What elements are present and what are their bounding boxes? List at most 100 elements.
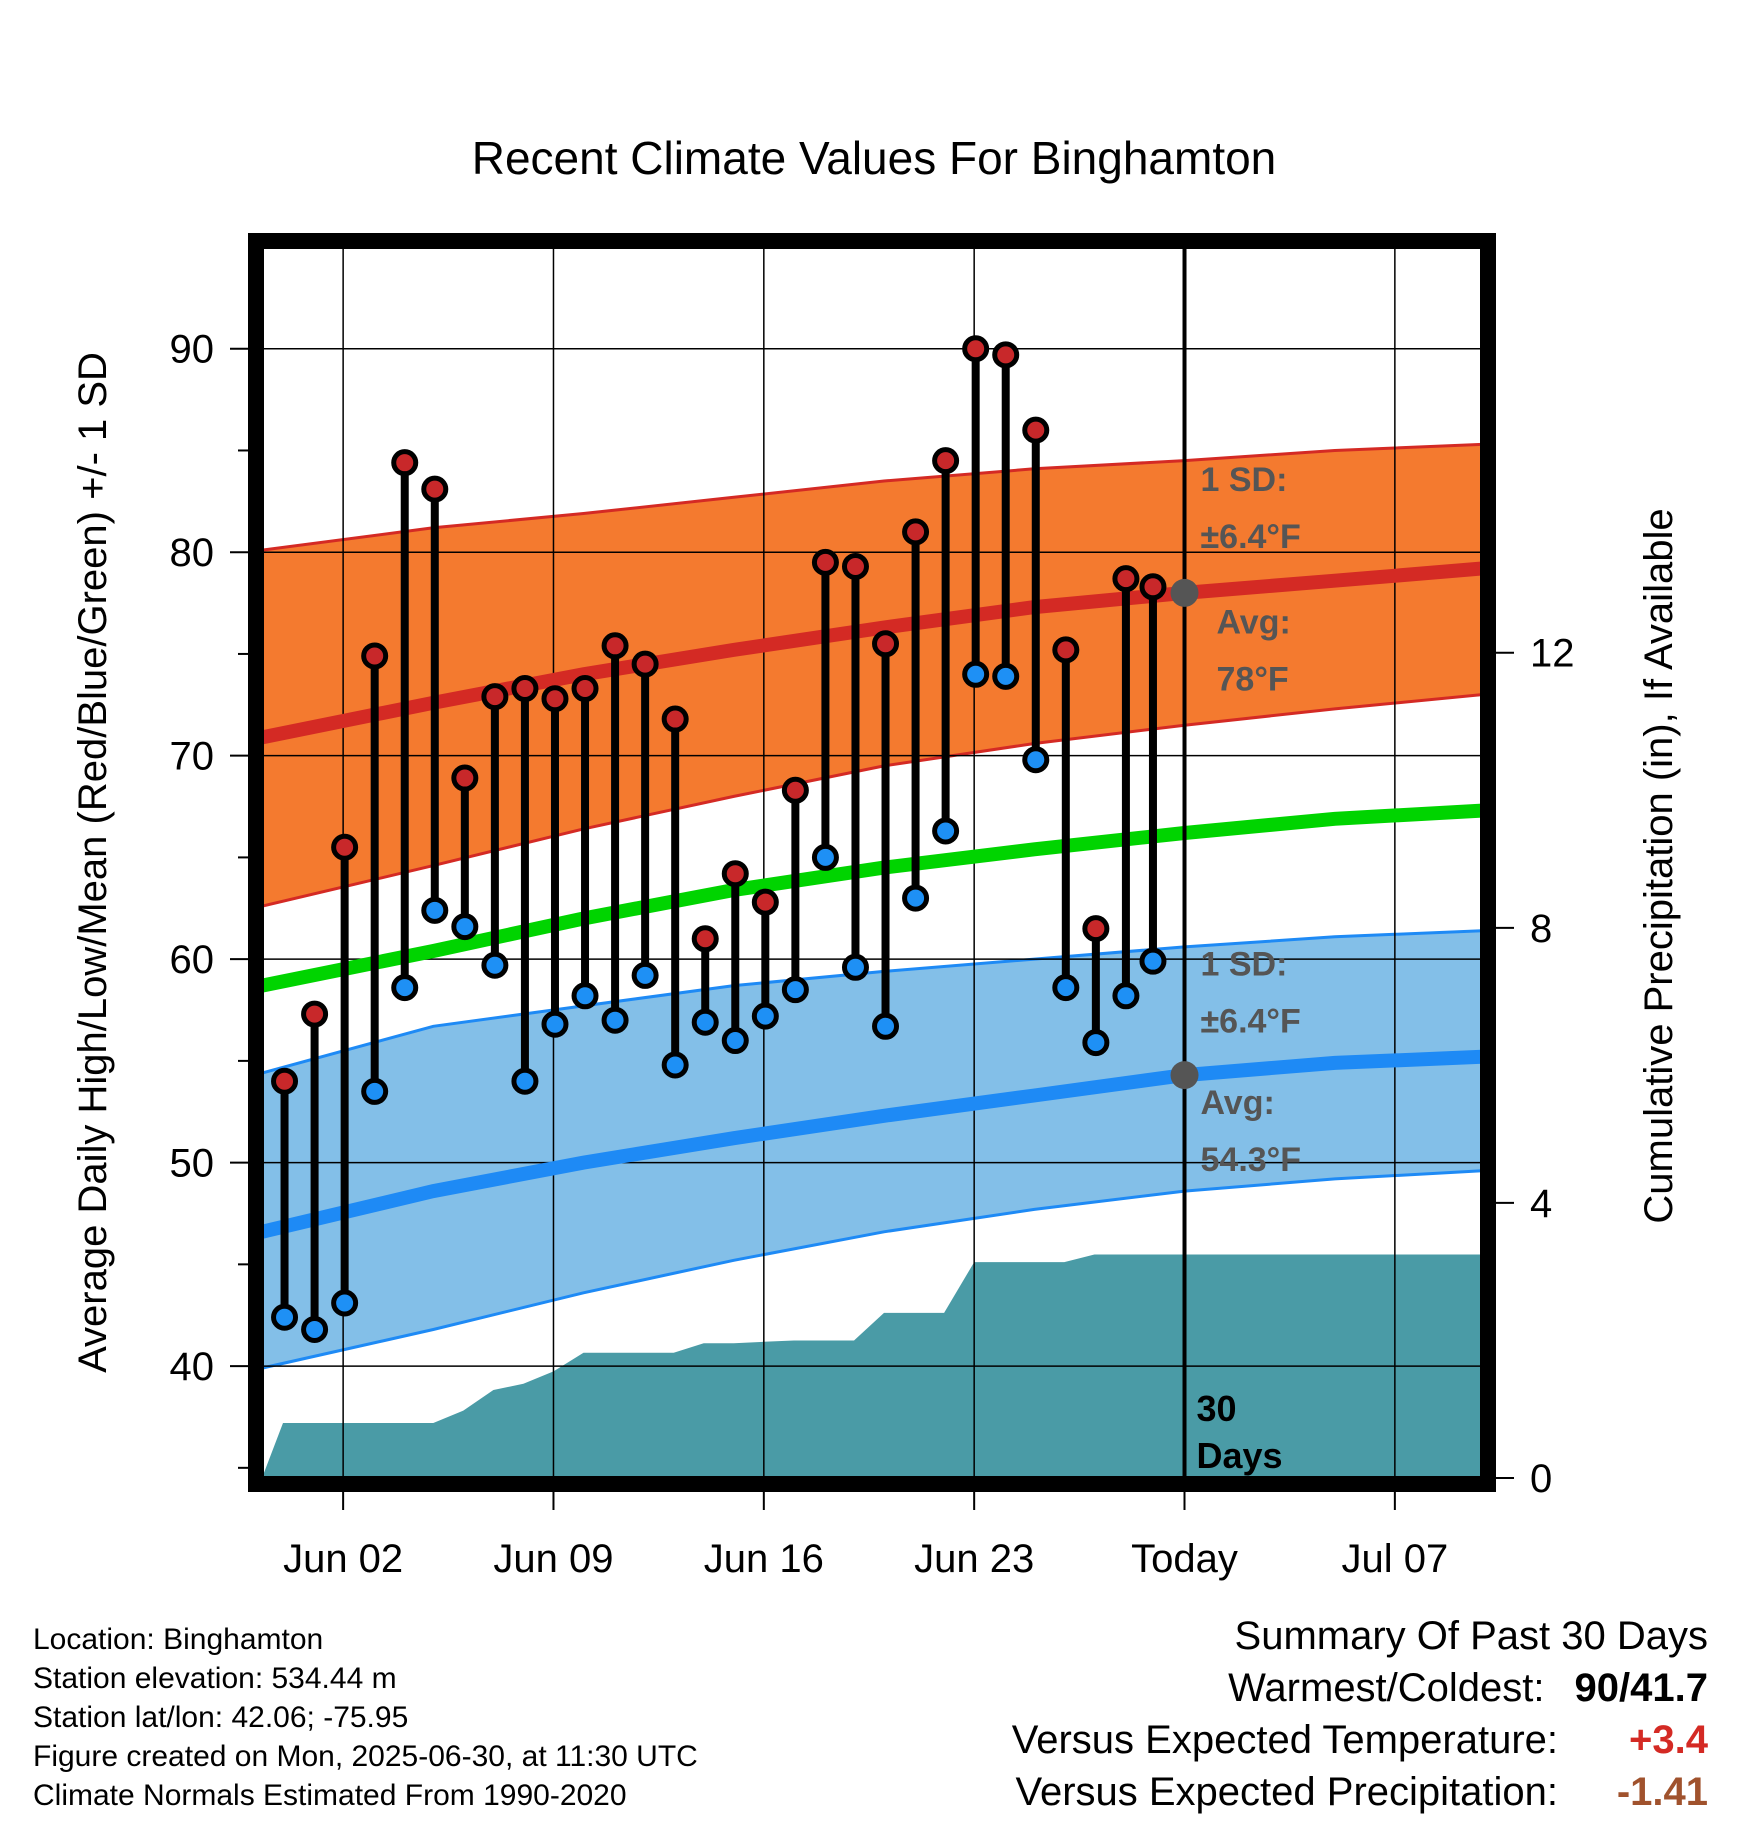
- chart-title: Recent Climate Values For Binghamton: [472, 132, 1277, 184]
- daily-low-dot: [331, 1289, 359, 1317]
- low-avg-value: 54.3°F: [1201, 1141, 1302, 1179]
- daily-low-dot: [902, 884, 930, 912]
- daily-low-dot: [541, 1010, 569, 1038]
- daily-high-dot: [872, 630, 900, 658]
- daily-high-dot: [721, 860, 749, 888]
- info-latlon: Station lat/lon: 42.06; -75.95: [33, 1701, 409, 1734]
- daily-high-dot: [481, 683, 509, 711]
- daily-high-dot: [1139, 573, 1167, 601]
- y-tick-label-right: 8: [1530, 907, 1552, 951]
- low-sd-value: ±6.4°F: [1201, 1002, 1301, 1040]
- summary-precip-row: Versus Expected Precipitation: -1.41: [1012, 1766, 1708, 1818]
- x-tick-label: Jun 23: [914, 1537, 1034, 1581]
- high-sd-value: ±6.4°F: [1201, 518, 1301, 556]
- daily-low-dot: [1022, 746, 1050, 774]
- x-tick-label: Today: [1131, 1537, 1238, 1581]
- daily-low-dot: [1082, 1029, 1110, 1057]
- daily-low-dot: [1139, 947, 1167, 975]
- summary-warmest-row: Warmest/Coldest: 90/41.7: [1012, 1662, 1708, 1714]
- low-avg-title: Avg:: [1201, 1084, 1275, 1122]
- daily-low-dot: [811, 843, 839, 871]
- summary-temp-label: Versus Expected Temperature:: [1011, 1718, 1558, 1762]
- daily-high-dot: [1112, 565, 1140, 593]
- daily-high-dot: [511, 675, 539, 703]
- y-tick-label-left: 80: [170, 531, 215, 575]
- days-word-label: Days: [1197, 1435, 1283, 1476]
- daily-low-dot: [1112, 982, 1140, 1010]
- daily-low-dot: [631, 961, 659, 989]
- daily-low-dot: [601, 1006, 629, 1034]
- daily-low-dot: [721, 1027, 749, 1055]
- daily-low-dot: [992, 662, 1020, 690]
- y-tick-label-right: 12: [1530, 632, 1575, 676]
- high-sd-title: 1 SD:: [1201, 461, 1288, 499]
- high-avg-title: Avg:: [1217, 604, 1291, 642]
- daily-high-dot: [451, 764, 479, 792]
- y-axis-label-left: Average Daily High/Low/Mean (Red/Blue/Gr…: [71, 352, 115, 1373]
- daily-low-dot: [932, 817, 960, 845]
- low-sd-title: 1 SD:: [1201, 945, 1288, 983]
- x-tick-label: Jul 07: [1341, 1537, 1448, 1581]
- daily-low-dot: [271, 1303, 299, 1331]
- summary-panel: Summary Of Past 30 Days Warmest/Coldest:…: [1012, 1610, 1708, 1818]
- daily-low-dot: [421, 896, 449, 924]
- y-tick-label-left: 70: [170, 735, 215, 779]
- y-tick-label-left: 50: [170, 1142, 215, 1186]
- daily-low-dot: [301, 1315, 329, 1343]
- daily-high-dot: [932, 447, 960, 475]
- info-elevation: Station elevation: 534.44 m: [33, 1662, 397, 1695]
- summary-precip-value: -1.41: [1616, 1770, 1708, 1814]
- daily-low-dot: [511, 1067, 539, 1095]
- daily-high-dot: [421, 475, 449, 503]
- x-tick-label: Jun 09: [493, 1537, 613, 1581]
- avg-low-line: [262, 1049, 1482, 1239]
- info-created: Figure created on Mon, 2025-06-30, at 11…: [33, 1740, 698, 1773]
- daily-low-dot: [571, 982, 599, 1010]
- daily-low-dot: [751, 1002, 779, 1030]
- summary-title: Summary Of Past 30 Days: [1234, 1614, 1708, 1658]
- x-axis-label: Day: [838, 1595, 909, 1600]
- summary-warmest-label: Warmest/Coldest:: [1228, 1666, 1545, 1710]
- daily-high-dot: [1082, 915, 1110, 943]
- daily-low-dot: [781, 976, 809, 1004]
- summary-precip-label: Versus Expected Precipitation:: [1015, 1770, 1558, 1814]
- plot-area: 1 SD: ±6.4°F Avg: 78°F 1 SD: ±6.4°F Avg: 54.3°F…: [262, 247, 1482, 1478]
- daily-high-dot: [841, 552, 869, 580]
- daily-high-dot: [1022, 416, 1050, 444]
- daily-low-dot: [481, 951, 509, 979]
- daily-high-dot: [391, 449, 419, 477]
- daily-low-dot: [361, 1077, 389, 1105]
- daily-high-dot: [902, 518, 930, 546]
- daily-high-dot: [992, 341, 1020, 369]
- high-avg-value: 78°F: [1217, 661, 1289, 699]
- daily-high-dot: [301, 1000, 329, 1028]
- daily-low-dot: [841, 953, 869, 981]
- daily-high-dot: [541, 685, 569, 713]
- daily-high-dot: [781, 776, 809, 804]
- daily-low-dot: [962, 660, 990, 688]
- daily-high-dot: [571, 675, 599, 703]
- daily-high-dot: [691, 925, 719, 953]
- y-tick-label-left: 40: [170, 1345, 215, 1389]
- station-info: Location: Binghamton Station elevation: …: [33, 1620, 698, 1815]
- daily-high-dot: [751, 888, 779, 916]
- high-avg-marker: [1170, 578, 1199, 607]
- low-avg-marker: [1170, 1061, 1199, 1090]
- daily-low-dot: [451, 913, 479, 941]
- x-tick-label: Jun 16: [704, 1537, 824, 1581]
- daily-low-dot: [391, 974, 419, 1002]
- high-sd-upper-line: [262, 442, 1482, 552]
- daily-high-dot: [811, 548, 839, 576]
- plot-frame: [248, 233, 1496, 1492]
- daily-high-dot: [601, 632, 629, 660]
- daily-low-dot: [691, 1008, 719, 1036]
- y-axis-label-right: Cumulative Precipitation (in), If Availa…: [1637, 508, 1681, 1223]
- y-tick-label-right: 4: [1530, 1182, 1552, 1226]
- low-sd-lower-line: [262, 1169, 1482, 1370]
- y-tick-label-right: 0: [1530, 1457, 1552, 1501]
- daily-low-dot: [872, 1012, 900, 1040]
- low-sd-band: [262, 930, 1482, 1369]
- y-tick-label-left: 90: [170, 328, 215, 372]
- daily-high-dot: [1052, 636, 1080, 664]
- daily-low-dot: [1052, 974, 1080, 1002]
